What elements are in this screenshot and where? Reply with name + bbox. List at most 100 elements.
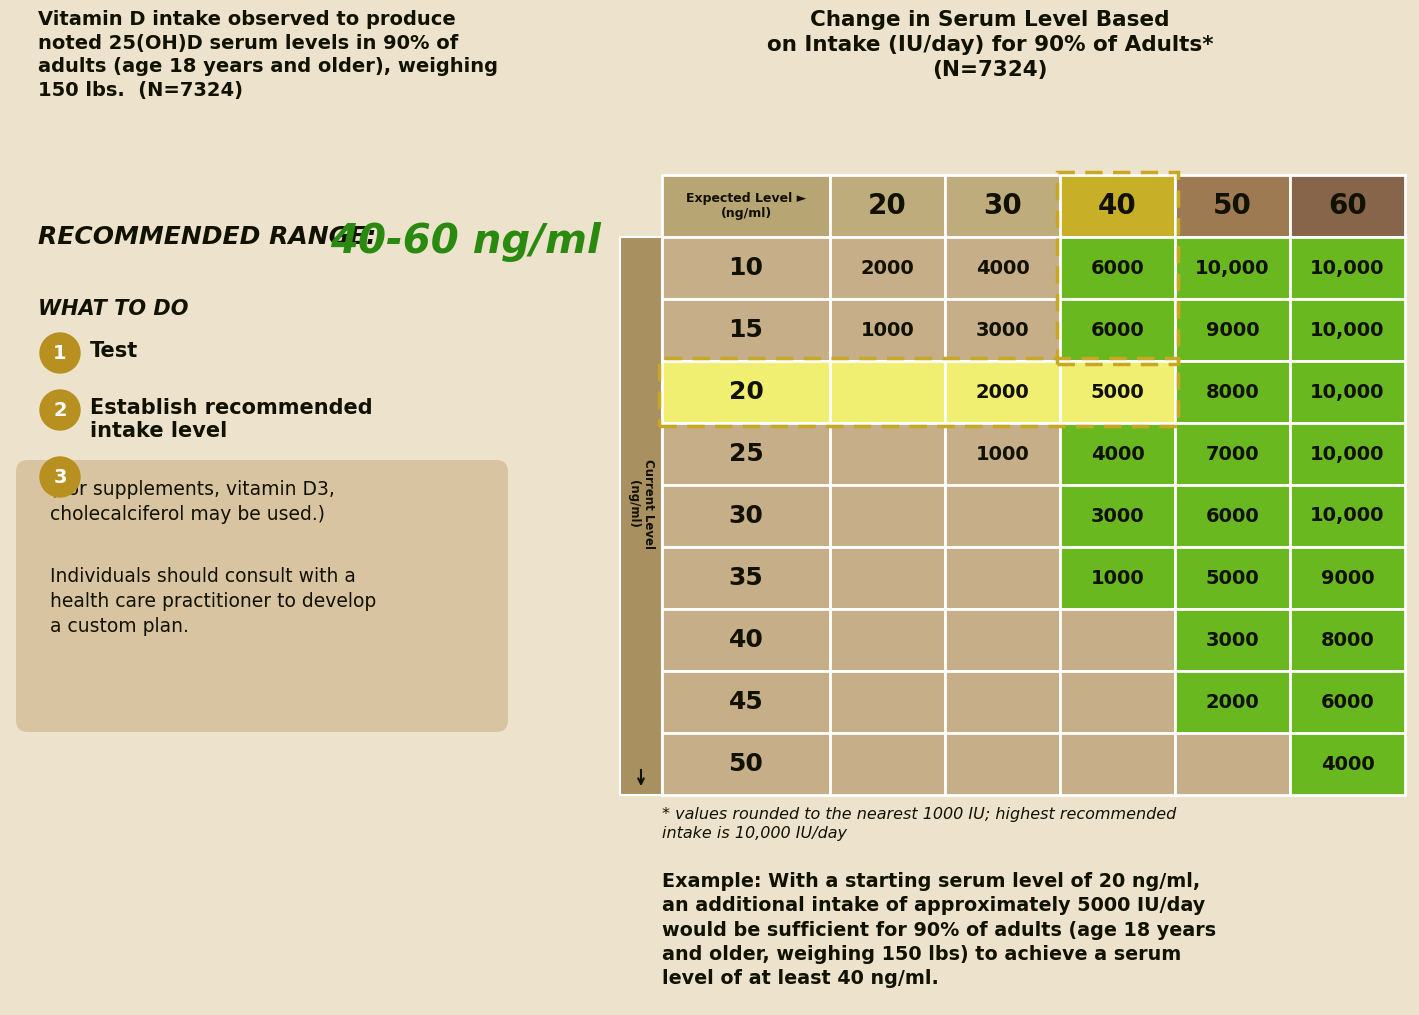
Bar	[945, 423, 1060, 485]
Text: 7000: 7000	[1206, 445, 1259, 464]
Circle shape	[40, 390, 79, 430]
Bar	[663, 299, 830, 361]
Text: WHAT TO DO: WHAT TO DO	[38, 299, 189, 319]
Text: 4000: 4000	[976, 259, 1029, 277]
Bar	[1290, 423, 1405, 485]
Bar	[830, 299, 945, 361]
Text: * values rounded to the nearest 1000 IU; highest recommended
intake is 10,000 IU: * values rounded to the nearest 1000 IU;…	[663, 807, 1176, 840]
Text: 4000: 4000	[1091, 445, 1144, 464]
Bar	[1175, 299, 1290, 361]
Bar	[945, 299, 1060, 361]
Bar	[945, 609, 1060, 671]
Bar	[663, 671, 830, 733]
Bar	[1175, 547, 1290, 609]
Text: 9000: 9000	[1321, 568, 1375, 588]
Bar	[620, 236, 663, 795]
Text: 10,000: 10,000	[1310, 383, 1385, 402]
Text: 2: 2	[53, 401, 67, 419]
Bar	[1060, 609, 1175, 671]
Bar	[1057, 172, 1178, 364]
Text: 2000: 2000	[976, 383, 1029, 402]
Text: 8000: 8000	[1321, 630, 1375, 650]
Bar	[663, 485, 830, 547]
Circle shape	[40, 457, 79, 497]
Bar	[830, 361, 945, 423]
Text: Expected Level ►
(ng/ml): Expected Level ► (ng/ml)	[685, 192, 806, 220]
Bar	[830, 423, 945, 485]
Text: Change in Serum Level Based
on Intake (IU/day) for 90% of Adults*
(N=7324): Change in Serum Level Based on Intake (I…	[766, 10, 1213, 79]
Text: 45: 45	[728, 690, 763, 714]
Text: 1: 1	[53, 343, 67, 362]
Text: 3: 3	[54, 468, 67, 486]
Bar	[1290, 175, 1405, 236]
Bar	[830, 671, 945, 733]
Bar	[1060, 733, 1175, 795]
Text: 60: 60	[1328, 192, 1366, 220]
Text: Establish recommended
intake level: Establish recommended intake level	[89, 398, 373, 442]
Bar	[1060, 236, 1175, 299]
Bar	[663, 733, 830, 795]
Text: 1000: 1000	[1091, 568, 1144, 588]
Bar	[830, 609, 945, 671]
Text: 6000: 6000	[1206, 506, 1260, 526]
Text: 35: 35	[728, 566, 763, 590]
Text: 1000: 1000	[861, 321, 914, 339]
Bar	[663, 609, 830, 671]
Text: 20: 20	[728, 380, 763, 404]
Text: RECOMMENDED RANGE:: RECOMMENDED RANGE:	[38, 225, 376, 249]
Text: Individuals should consult with a
health care practitioner to develop
a custom p: Individuals should consult with a health…	[50, 567, 376, 636]
Bar	[663, 236, 830, 299]
Bar	[1175, 485, 1290, 547]
Text: 9000: 9000	[1206, 321, 1259, 339]
Bar	[945, 236, 1060, 299]
Bar	[1175, 671, 1290, 733]
Bar	[1060, 547, 1175, 609]
Text: 10,000: 10,000	[1310, 259, 1385, 277]
Bar	[1290, 671, 1405, 733]
Text: 10,000: 10,000	[1310, 506, 1385, 526]
Bar	[1175, 175, 1290, 236]
Text: 2000: 2000	[1206, 692, 1260, 712]
Text: 10,000: 10,000	[1310, 445, 1385, 464]
Text: 6000: 6000	[1091, 321, 1144, 339]
Bar	[830, 547, 945, 609]
Bar	[1175, 423, 1290, 485]
Bar	[830, 175, 945, 236]
Bar	[1290, 236, 1405, 299]
Bar	[945, 175, 1060, 236]
Bar	[1060, 485, 1175, 547]
Text: 1000: 1000	[976, 445, 1029, 464]
FancyBboxPatch shape	[16, 460, 508, 732]
Text: 5000: 5000	[1206, 568, 1260, 588]
Bar	[945, 485, 1060, 547]
Bar	[1290, 733, 1405, 795]
Bar	[945, 361, 1060, 423]
Text: 20: 20	[868, 192, 907, 220]
Bar	[658, 358, 1178, 426]
Text: 40: 40	[1098, 192, 1137, 220]
Bar	[1290, 609, 1405, 671]
Text: Test again in 3-6 months: Test again in 3-6 months	[89, 465, 380, 485]
Circle shape	[40, 333, 79, 373]
Text: 50: 50	[1213, 192, 1252, 220]
Bar	[1060, 671, 1175, 733]
Text: 3000: 3000	[1091, 506, 1144, 526]
Bar	[663, 423, 830, 485]
Text: 5000: 5000	[1091, 383, 1144, 402]
Text: 2000: 2000	[861, 259, 914, 277]
Text: 3000: 3000	[1206, 630, 1259, 650]
Bar	[1060, 423, 1175, 485]
Text: Example: With a starting serum level of 20 ng/ml,
an additional intake of approx: Example: With a starting serum level of …	[663, 872, 1216, 988]
Bar	[1290, 485, 1405, 547]
Text: 15: 15	[728, 318, 763, 342]
Text: Current Level
(ng/ml): Current Level (ng/ml)	[627, 459, 656, 549]
Bar	[663, 361, 830, 423]
Text: 25: 25	[728, 442, 763, 466]
Bar	[1060, 175, 1175, 236]
Text: 30: 30	[983, 192, 1022, 220]
Bar	[663, 175, 830, 236]
Bar	[945, 671, 1060, 733]
Text: Vitamin D intake observed to produce
noted 25(OH)D serum levels in 90% of
adults: Vitamin D intake observed to produce not…	[38, 10, 498, 99]
Text: 10: 10	[728, 256, 763, 280]
Bar	[830, 485, 945, 547]
